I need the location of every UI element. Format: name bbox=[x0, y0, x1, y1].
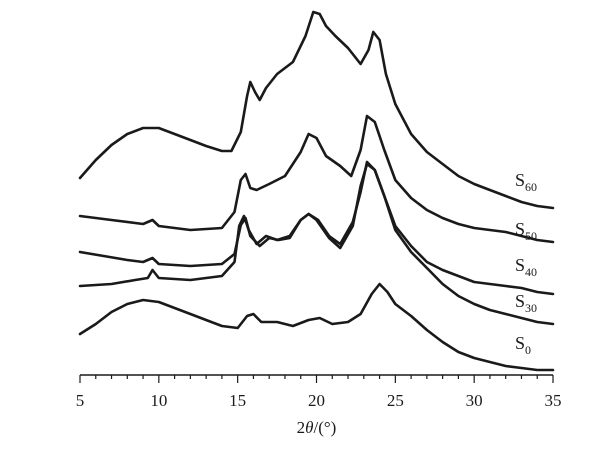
series-line-s30 bbox=[78, 160, 555, 326]
series-line-s0 bbox=[78, 282, 555, 372]
x-tick-label-25: 25 bbox=[387, 391, 404, 410]
series-label-s0: S0 bbox=[515, 333, 531, 357]
series-labels-group: S60 S50 S40 S30 S0 bbox=[515, 170, 537, 357]
x-tick-label-35: 35 bbox=[545, 391, 562, 410]
series-line-s60 bbox=[78, 10, 555, 210]
x-tick-label-5: 5 bbox=[76, 391, 85, 410]
x-tick-label-15: 15 bbox=[229, 391, 246, 410]
x-axis-tick-labels: 5 10 15 20 25 30 35 bbox=[76, 391, 562, 410]
x-axis: 5 10 15 20 25 30 35 bbox=[76, 374, 562, 410]
x-axis-ticks bbox=[79, 375, 554, 383]
curves-group bbox=[78, 10, 555, 372]
x-axis-title: 2θ/(°) bbox=[297, 418, 337, 437]
series-label-s40: S40 bbox=[515, 255, 537, 279]
series-label-s30: S30 bbox=[515, 291, 537, 315]
series-label-s50: S50 bbox=[515, 219, 537, 243]
series-label-s60: S60 bbox=[515, 170, 537, 194]
series-line-s50 bbox=[78, 114, 555, 244]
x-tick-label-30: 30 bbox=[466, 391, 483, 410]
x-tick-label-20: 20 bbox=[308, 391, 325, 410]
x-tick-label-10: 10 bbox=[150, 391, 167, 410]
